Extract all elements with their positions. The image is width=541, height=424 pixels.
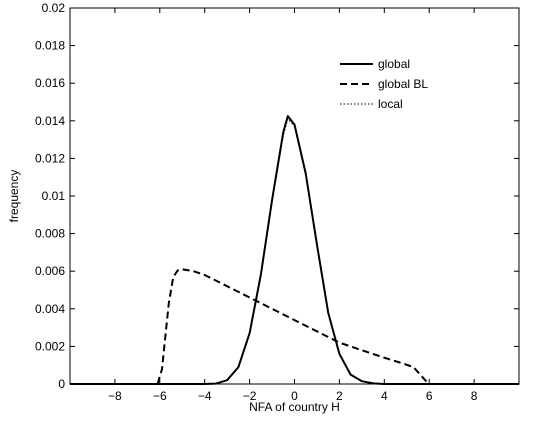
legend-label: global [378, 57, 410, 71]
x-tick-label: 2 [336, 389, 343, 403]
x-tick-label: 0 [291, 389, 298, 403]
x-tick-label: 4 [381, 389, 388, 403]
y-tick-label: 0.014 [35, 114, 65, 128]
y-tick-label: 0.02 [42, 1, 66, 15]
y-tick-label: 0.016 [35, 76, 65, 90]
plot-area [69, 7, 520, 385]
y-axis-label: frequency [7, 170, 21, 223]
y-tick-label: 0.012 [35, 151, 65, 165]
legend-label: global BL [378, 77, 428, 91]
legend-label: local [378, 97, 403, 111]
x-tick-label: 6 [426, 389, 433, 403]
x-tick-label: 8 [471, 389, 478, 403]
x-axis-ticks: −8 −6 −4 −2 0 2 4 6 8 [108, 8, 478, 403]
series-lines [70, 115, 519, 385]
x-axis-label: NFA of country H [249, 400, 340, 414]
y-axis-ticks: 0 0.002 0.004 0.006 0.008 0.01 0.012 0.014 0.016… [35, 1, 519, 391]
x-tick-label: −8 [108, 389, 122, 403]
y-tick-label: 0.002 [35, 339, 65, 353]
y-tick-label: 0.006 [35, 264, 65, 278]
series-line-local [70, 118, 519, 385]
y-tick-label: 0.004 [35, 302, 65, 316]
x-tick-label: −4 [198, 389, 212, 403]
series-line-global [70, 115, 519, 385]
y-tick-label: 0.01 [42, 189, 66, 203]
x-tick-label: −2 [243, 389, 257, 403]
y-tick-label: 0.008 [35, 227, 65, 241]
series-line-global-bl [70, 268, 519, 385]
legend: global global BL local [340, 57, 428, 111]
y-tick-label: 0.018 [35, 39, 65, 53]
y-tick-label: 0 [58, 377, 65, 391]
x-tick-label: −6 [153, 389, 167, 403]
